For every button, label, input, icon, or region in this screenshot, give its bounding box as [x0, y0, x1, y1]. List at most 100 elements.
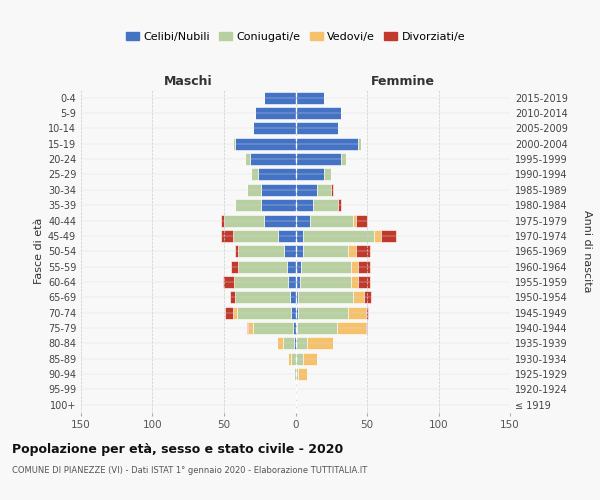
- Bar: [331, 184, 332, 196]
- Bar: [296, 153, 341, 165]
- Bar: [283, 338, 294, 349]
- Bar: [351, 276, 358, 288]
- Bar: [224, 214, 264, 226]
- Bar: [226, 306, 233, 318]
- Bar: [256, 107, 296, 119]
- Bar: [296, 107, 341, 119]
- Bar: [338, 199, 341, 211]
- Bar: [294, 368, 296, 380]
- Bar: [296, 353, 302, 364]
- Bar: [251, 168, 259, 180]
- Bar: [358, 260, 370, 272]
- Bar: [296, 122, 338, 134]
- Bar: [298, 368, 307, 380]
- Text: Maschi: Maschi: [164, 74, 212, 88]
- Bar: [297, 322, 337, 334]
- Bar: [253, 122, 296, 134]
- Bar: [233, 306, 237, 318]
- Bar: [353, 214, 356, 226]
- Bar: [296, 230, 302, 242]
- Bar: [234, 276, 289, 288]
- Bar: [300, 276, 351, 288]
- Bar: [237, 306, 291, 318]
- Bar: [296, 184, 317, 196]
- Bar: [298, 292, 353, 304]
- Bar: [278, 230, 296, 242]
- Bar: [296, 384, 297, 396]
- Bar: [287, 260, 296, 272]
- Bar: [296, 92, 324, 104]
- Bar: [296, 246, 302, 257]
- Bar: [294, 338, 296, 349]
- Bar: [245, 153, 250, 165]
- Bar: [235, 138, 296, 149]
- Bar: [233, 230, 278, 242]
- Bar: [235, 246, 238, 257]
- Bar: [261, 184, 296, 196]
- Bar: [296, 260, 301, 272]
- Bar: [356, 214, 367, 226]
- Bar: [223, 276, 234, 288]
- Bar: [238, 260, 287, 272]
- Bar: [349, 246, 356, 257]
- Bar: [247, 322, 248, 334]
- Bar: [221, 214, 224, 226]
- Bar: [296, 292, 298, 304]
- Bar: [365, 306, 368, 318]
- Bar: [302, 353, 317, 364]
- Bar: [337, 322, 365, 334]
- Bar: [289, 353, 291, 364]
- Bar: [247, 184, 261, 196]
- Bar: [277, 338, 283, 349]
- Bar: [250, 153, 296, 165]
- Bar: [296, 306, 298, 318]
- Text: COMUNE DI PIANEZZE (VI) - Dati ISTAT 1° gennaio 2020 - Elaborazione TUTTITALIA.I: COMUNE DI PIANEZZE (VI) - Dati ISTAT 1° …: [12, 466, 367, 475]
- Text: Femmine: Femmine: [371, 74, 435, 88]
- Bar: [290, 292, 296, 304]
- Bar: [289, 276, 296, 288]
- Bar: [302, 246, 349, 257]
- Bar: [313, 199, 338, 211]
- Bar: [302, 230, 374, 242]
- Bar: [341, 153, 346, 165]
- Bar: [310, 214, 353, 226]
- Bar: [374, 230, 382, 242]
- Bar: [296, 138, 358, 149]
- Bar: [296, 168, 324, 180]
- Bar: [238, 246, 284, 257]
- Bar: [351, 260, 358, 272]
- Bar: [235, 199, 261, 211]
- Bar: [324, 168, 331, 180]
- Bar: [231, 260, 238, 272]
- Bar: [221, 230, 233, 242]
- Bar: [307, 338, 332, 349]
- Bar: [382, 230, 395, 242]
- Bar: [296, 322, 297, 334]
- Bar: [298, 306, 349, 318]
- Bar: [301, 260, 351, 272]
- Bar: [291, 353, 296, 364]
- Bar: [296, 338, 307, 349]
- Bar: [261, 199, 296, 211]
- Y-axis label: Anni di nascita: Anni di nascita: [581, 210, 592, 292]
- Bar: [353, 292, 364, 304]
- Bar: [248, 322, 253, 334]
- Bar: [284, 246, 296, 257]
- Bar: [364, 292, 371, 304]
- Bar: [233, 138, 235, 149]
- Bar: [235, 292, 290, 304]
- Bar: [358, 276, 370, 288]
- Legend: Celibi/Nubili, Coniugati/e, Vedovi/e, Divorziati/e: Celibi/Nubili, Coniugati/e, Vedovi/e, Di…: [121, 28, 470, 46]
- Bar: [296, 399, 297, 411]
- Bar: [356, 246, 370, 257]
- Text: Popolazione per età, sesso e stato civile - 2020: Popolazione per età, sesso e stato civil…: [12, 442, 343, 456]
- Bar: [296, 199, 313, 211]
- Y-axis label: Fasce di età: Fasce di età: [34, 218, 44, 284]
- Bar: [264, 214, 296, 226]
- Bar: [253, 322, 293, 334]
- Bar: [296, 276, 300, 288]
- Bar: [259, 168, 296, 180]
- Bar: [291, 306, 296, 318]
- Bar: [358, 138, 361, 149]
- Bar: [296, 214, 310, 226]
